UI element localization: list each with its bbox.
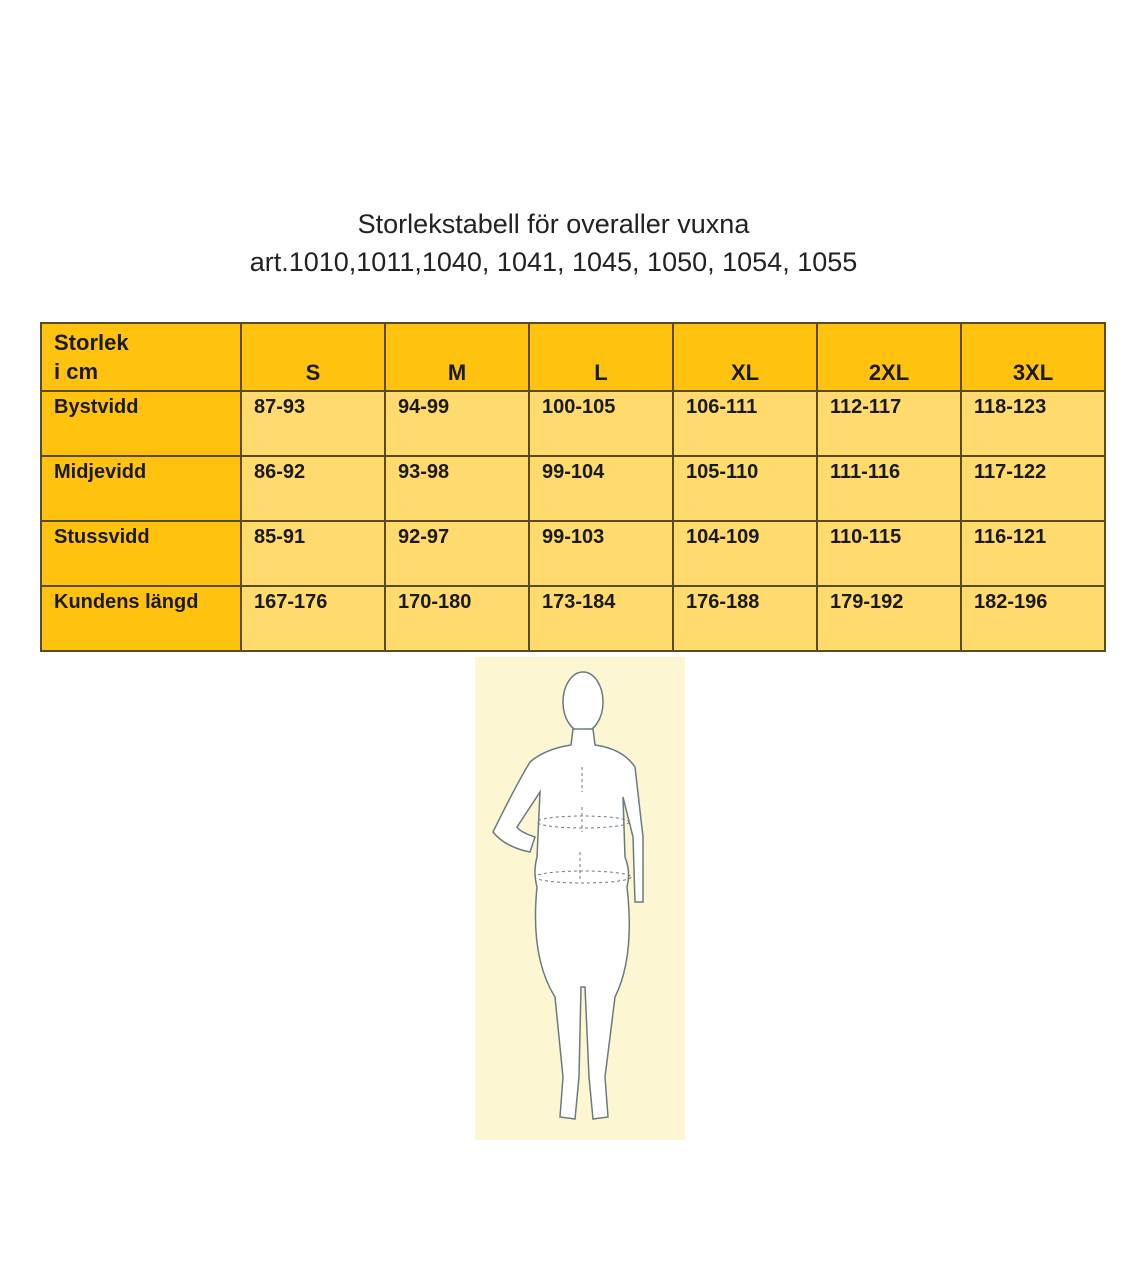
corner-cell: Storlek i cm [40, 322, 242, 392]
title-line-1: Storlekstabell för overaller vuxna [357, 209, 750, 239]
corner-label-2: i cm [54, 359, 99, 384]
body-measurement-figure [475, 657, 685, 1140]
measurement-cell: 176-188 [672, 585, 818, 652]
table-row: Kundens längd 167-176 170-180 173-184 176-18… [40, 585, 1106, 652]
measurement-cell: 92-97 [384, 520, 530, 587]
title-line-2: art.1010,1011,1040, 1041, 1045, 1050, 10… [249, 247, 858, 277]
size-header: 3XL [960, 322, 1106, 392]
measurement-cell: 111-116 [816, 455, 962, 522]
measurement-cell: 86-92 [240, 455, 386, 522]
row-label: Kundens längd [40, 585, 242, 652]
measurement-cell: 94-99 [384, 390, 530, 457]
measurement-cell: 99-104 [528, 455, 674, 522]
measurement-cell: 112-117 [816, 390, 962, 457]
corner-label-1: Storlek [54, 330, 129, 355]
measurement-cell: 110-115 [816, 520, 962, 587]
table-header-row: Storlek i cm S M L XL 2XL 3XL [40, 322, 1106, 392]
table-row: Midjevidd 86-92 93-98 99-104 105-110 111-116 1… [40, 455, 1106, 522]
row-label: Stussvidd [40, 520, 242, 587]
body-outline-icon [492, 671, 644, 1120]
measurement-cell: 100-105 [528, 390, 674, 457]
size-header: S [240, 322, 386, 392]
table-row: Bystvidd 87-93 94-99 100-105 106-111 112-117 1… [40, 390, 1106, 457]
measurement-cell: 167-176 [240, 585, 386, 652]
page-title: Storlekstabell för overaller vuxna art.1… [0, 205, 1107, 281]
table-row: Stussvidd 85-91 92-97 99-103 104-109 110-115 1… [40, 520, 1106, 587]
measurement-cell: 99-103 [528, 520, 674, 587]
size-header: XL [672, 322, 818, 392]
size-header: L [528, 322, 674, 392]
measurement-cell: 116-121 [960, 520, 1106, 587]
row-label: Bystvidd [40, 390, 242, 457]
size-table: Storlek i cm S M L XL 2XL 3XL Bystvidd 87-… [40, 322, 1106, 652]
row-label: Midjevidd [40, 455, 242, 522]
measurement-cell: 173-184 [528, 585, 674, 652]
measurement-cell: 104-109 [672, 520, 818, 587]
measurement-cell: 105-110 [672, 455, 818, 522]
measurement-cell: 170-180 [384, 585, 530, 652]
measurement-cell: 87-93 [240, 390, 386, 457]
measurement-cell: 85-91 [240, 520, 386, 587]
measurement-cell: 118-123 [960, 390, 1106, 457]
size-header: 2XL [816, 322, 962, 392]
measurement-cell: 117-122 [960, 455, 1106, 522]
measurement-cell: 182-196 [960, 585, 1106, 652]
size-header: M [384, 322, 530, 392]
measurement-cell: 179-192 [816, 585, 962, 652]
measurement-cell: 93-98 [384, 455, 530, 522]
measurement-cell: 106-111 [672, 390, 818, 457]
